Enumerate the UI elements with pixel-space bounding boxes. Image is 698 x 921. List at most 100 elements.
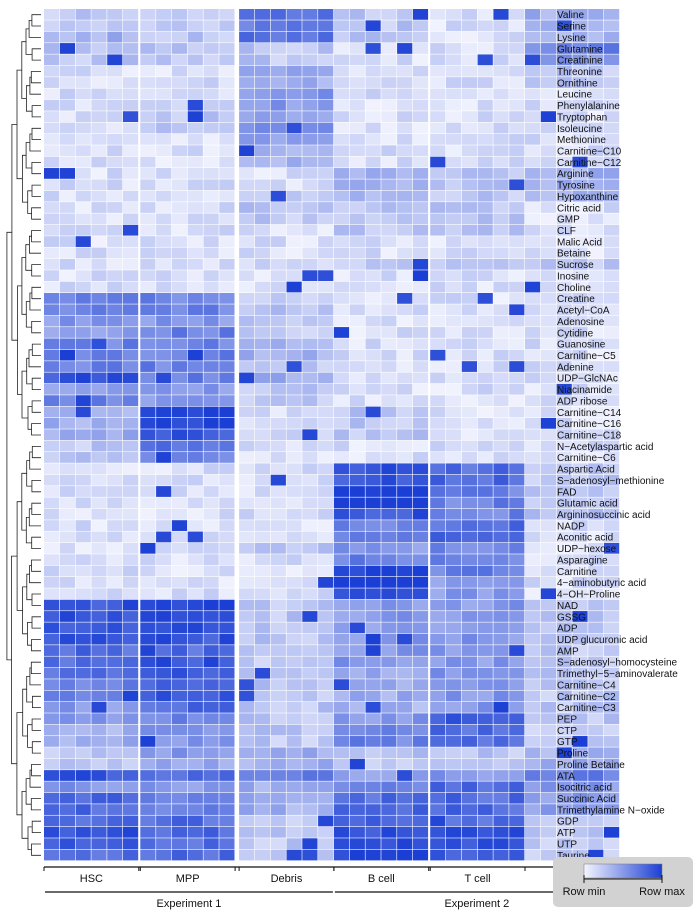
heatmap-cell bbox=[91, 65, 107, 77]
heatmap-cell bbox=[302, 713, 318, 725]
heatmap-cell bbox=[91, 724, 107, 736]
heatmap-cell bbox=[430, 349, 446, 361]
heatmap-cell bbox=[509, 88, 525, 100]
heatmap-cell bbox=[446, 9, 462, 20]
heatmap-cell bbox=[412, 826, 429, 838]
heatmap-cell bbox=[588, 747, 604, 759]
heatmap-cell bbox=[123, 202, 139, 213]
heatmap-cell bbox=[187, 315, 203, 327]
heatmap-cell bbox=[302, 758, 318, 770]
heatmap-cell bbox=[140, 577, 156, 588]
heatmap-cell bbox=[91, 224, 107, 236]
heatmap-cell bbox=[140, 168, 156, 179]
heatmap-cell bbox=[156, 327, 172, 338]
heatmap-cell bbox=[446, 826, 462, 838]
heatmap-cell bbox=[156, 213, 172, 225]
heatmap-cell bbox=[397, 486, 413, 497]
heatmap-cell bbox=[556, 724, 572, 736]
heatmap-cell bbox=[477, 338, 493, 350]
heatmap-cell bbox=[493, 417, 509, 429]
heatmap-cell bbox=[286, 88, 302, 100]
heatmap-cell bbox=[107, 463, 123, 475]
heatmap-cell bbox=[540, 417, 556, 429]
heatmap-cell bbox=[75, 611, 91, 622]
heatmap-cell bbox=[44, 792, 60, 804]
heatmap-cell bbox=[572, 9, 588, 20]
heatmap-cell bbox=[219, 815, 235, 827]
heatmap-cell bbox=[430, 270, 446, 282]
heatmap-cell bbox=[572, 88, 588, 100]
heatmap-cell bbox=[91, 667, 107, 679]
heatmap-cell bbox=[270, 429, 286, 441]
heatmap-cell bbox=[604, 202, 620, 213]
heatmap-cell bbox=[286, 645, 302, 656]
heatmap-cell bbox=[171, 145, 188, 157]
row-label: NAD bbox=[557, 601, 578, 612]
heatmap-cell bbox=[219, 372, 235, 384]
heatmap-cell bbox=[59, 838, 75, 850]
heatmap-cell bbox=[140, 190, 156, 202]
heatmap-cell bbox=[91, 77, 107, 88]
heatmap-cell bbox=[477, 372, 493, 384]
heatmap-cell bbox=[75, 133, 91, 145]
heatmap-cell bbox=[254, 202, 271, 213]
heatmap-cell bbox=[239, 792, 255, 804]
heatmap-cell bbox=[318, 588, 334, 600]
heatmap-cell bbox=[349, 133, 365, 145]
heatmap-cell bbox=[509, 656, 525, 668]
heatmap-cell bbox=[572, 338, 588, 350]
heatmap-cell bbox=[556, 224, 572, 236]
heatmap-cell bbox=[509, 599, 525, 611]
heatmap-cell bbox=[156, 531, 172, 543]
heatmap-cell bbox=[461, 88, 477, 100]
heatmap-cell bbox=[446, 486, 462, 497]
heatmap-cell bbox=[302, 213, 318, 225]
heatmap-cell bbox=[59, 9, 75, 20]
row-label: Adenosine bbox=[557, 317, 605, 328]
heatmap-cell bbox=[91, 736, 107, 747]
dendrogram-branch bbox=[31, 162, 41, 175]
heatmap-cell bbox=[540, 281, 556, 293]
heatmap-cell bbox=[525, 554, 541, 566]
heatmap-cell bbox=[318, 667, 334, 679]
heatmap-cell bbox=[219, 31, 235, 43]
heatmap-cell bbox=[91, 145, 107, 157]
heatmap-cell bbox=[525, 542, 541, 554]
heatmap-cell bbox=[75, 826, 91, 838]
heatmap-cell bbox=[588, 440, 604, 452]
heatmap-cell bbox=[302, 781, 318, 793]
heatmap-cell bbox=[302, 736, 318, 747]
heatmap-cell bbox=[219, 429, 235, 441]
heatmap-cell bbox=[381, 815, 397, 827]
heatmap-cell bbox=[123, 542, 139, 554]
heatmap-cell bbox=[140, 486, 156, 497]
heatmap-cell bbox=[556, 804, 572, 815]
heatmap-cell bbox=[171, 54, 188, 66]
heatmap-cell bbox=[333, 395, 350, 406]
heatmap-cell bbox=[556, 383, 572, 395]
heatmap-cell bbox=[430, 213, 446, 225]
heatmap-cell bbox=[219, 213, 235, 225]
heatmap-cell bbox=[540, 406, 556, 418]
heatmap-cell bbox=[572, 236, 588, 247]
dendrogram-branch bbox=[25, 244, 32, 271]
heatmap-cell bbox=[318, 440, 334, 452]
heatmap-cell bbox=[349, 440, 365, 452]
heatmap-cell bbox=[239, 43, 255, 54]
heatmap-cell bbox=[44, 770, 60, 781]
heatmap-cell bbox=[381, 54, 397, 66]
heatmap-cell bbox=[219, 145, 235, 157]
heatmap-cell bbox=[572, 247, 588, 259]
heatmap-cell bbox=[430, 679, 446, 690]
heatmap-cell bbox=[446, 168, 462, 179]
heatmap-cell bbox=[44, 826, 60, 838]
heatmap-cell bbox=[59, 599, 75, 611]
heatmap-cell bbox=[239, 565, 255, 577]
heatmap-cell bbox=[203, 497, 219, 509]
heatmap-cell bbox=[556, 611, 572, 622]
heatmap-cell bbox=[286, 520, 302, 531]
heatmap-cell bbox=[318, 826, 334, 838]
heatmap-cell bbox=[254, 542, 271, 554]
heatmap-cell bbox=[107, 815, 123, 827]
heatmap-cell bbox=[381, 747, 397, 759]
